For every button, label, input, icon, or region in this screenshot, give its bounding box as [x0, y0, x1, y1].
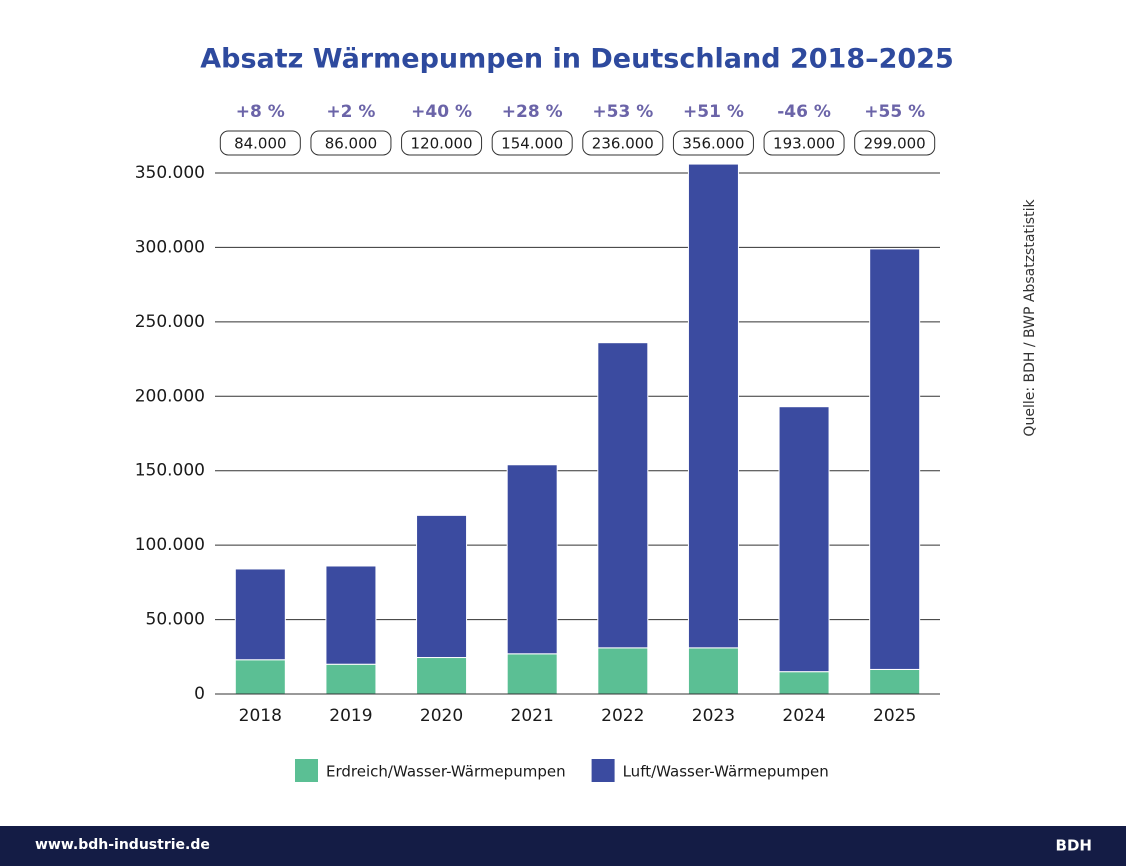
y-tick-label: 150.000 [135, 461, 205, 481]
x-tick-label: 2019 [329, 706, 372, 726]
bar-segment [597, 647, 649, 695]
change-label: +2 % [326, 102, 375, 122]
y-tick-label: 300.000 [135, 237, 205, 257]
bar-segment [597, 342, 649, 649]
footer-bar [0, 826, 1126, 866]
total-box [310, 130, 392, 156]
total-box [219, 130, 301, 156]
legend-swatch [591, 759, 615, 782]
legend-swatch [295, 759, 318, 782]
total-box [854, 130, 936, 156]
total-label: 356.000 [682, 135, 744, 153]
total-label: 84.000 [234, 135, 287, 153]
bar-segment [506, 653, 558, 695]
change-label: -46 % [777, 102, 831, 122]
x-tick-label: 2024 [782, 706, 825, 726]
y-tick-label: 100.000 [135, 535, 205, 555]
total-label: 154.000 [501, 135, 563, 153]
change-label: +55 % [864, 102, 925, 122]
y-tick-label: 250.000 [135, 312, 205, 332]
total-box [401, 130, 483, 156]
bar-segment [416, 514, 468, 659]
y-tick-label: 50.000 [146, 610, 205, 630]
bar-segment [687, 163, 739, 649]
bar-segment [234, 659, 286, 695]
legend-label: Luft/Wasser-Wärmepumpen [623, 763, 829, 781]
legend-label: Erdreich/Wasser-Wärmepumpen [326, 763, 566, 781]
x-tick-label: 2020 [420, 706, 463, 726]
total-label: 86.000 [325, 135, 378, 153]
chart-title: Absatz Wärmepumpen in Deutschland 2018–2… [200, 44, 954, 75]
x-tick-label: 2021 [511, 706, 554, 726]
total-box [582, 130, 664, 156]
change-label: +40 % [411, 102, 472, 122]
change-label: +8 % [236, 102, 285, 122]
total-box [491, 130, 573, 156]
footer-brand: BDH [1056, 837, 1092, 855]
change-label: +51 % [683, 102, 744, 122]
bar-segment [869, 668, 921, 695]
total-box [672, 130, 754, 156]
total-box [763, 130, 845, 156]
x-tick-label: 2023 [692, 706, 735, 726]
y-tick-label: 350.000 [135, 163, 205, 183]
total-label: 236.000 [592, 135, 654, 153]
total-label: 299.000 [864, 135, 926, 153]
y-tick-label: 0 [194, 684, 205, 704]
footer-url: www.bdh-industrie.de [35, 837, 210, 853]
bar-segment [687, 647, 739, 695]
change-label: +53 % [592, 102, 653, 122]
change-label: +28 % [502, 102, 563, 122]
bar-segment [778, 671, 830, 695]
bar-segment [325, 663, 377, 695]
bar-segment [234, 568, 286, 661]
bar-segment [506, 464, 558, 655]
bar-segment [869, 248, 921, 670]
total-label: 193.000 [773, 135, 835, 153]
total-label: 120.000 [411, 135, 473, 153]
bar-segment [325, 565, 377, 665]
y-tick-label: 200.000 [135, 386, 205, 406]
source: Quelle: BDH / BWP Absatzstatistik [1022, 199, 1038, 437]
x-tick-label: 2018 [239, 706, 282, 726]
bar-segment [416, 657, 468, 695]
x-tick-label: 2025 [873, 706, 916, 726]
x-tick-label: 2022 [601, 706, 644, 726]
bar-segment [778, 406, 830, 673]
